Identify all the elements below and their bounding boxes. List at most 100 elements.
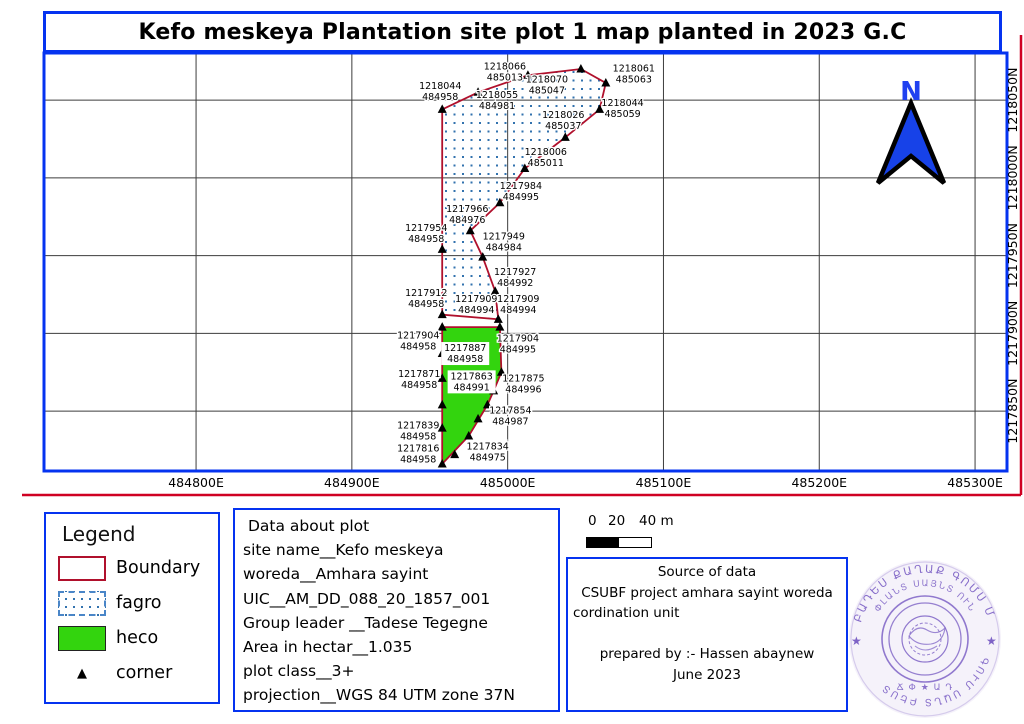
legend-item-fagro: fagro bbox=[58, 590, 206, 616]
svg-text:485011: 485011 bbox=[528, 158, 564, 169]
source-of-data-box: Source of data CSUBF project amhara sayi… bbox=[566, 557, 848, 712]
svg-text:1217909: 1217909 bbox=[455, 294, 497, 305]
northing-label: 1218050N bbox=[1005, 68, 1020, 133]
legend-item-heco: heco bbox=[58, 625, 206, 651]
stamp-emblem bbox=[908, 626, 946, 645]
plot-data-line: Data about plot bbox=[243, 517, 370, 535]
corner-marker-icon bbox=[490, 286, 500, 295]
svg-text:1217839: 1217839 bbox=[397, 421, 439, 432]
plot-data-line: Area in hectar__1.035 bbox=[243, 638, 413, 657]
map-frame bbox=[42, 51, 1009, 473]
svg-text:484992: 484992 bbox=[497, 278, 533, 289]
northing-label: 1217900N bbox=[1005, 301, 1020, 366]
svg-text:484976: 484976 bbox=[449, 215, 485, 226]
fagro-swatch-icon bbox=[58, 590, 106, 616]
svg-text:1218044: 1218044 bbox=[419, 81, 461, 92]
svg-text:484981: 484981 bbox=[479, 101, 515, 112]
source-line: prepared by :- Hassen abaynew bbox=[599, 646, 815, 663]
corner-marker-icon bbox=[482, 399, 492, 409]
svg-text:484958: 484958 bbox=[400, 454, 436, 465]
plot-data-line: plot class__3+ bbox=[243, 662, 355, 681]
svg-text:1218044: 1218044 bbox=[601, 98, 643, 109]
north-arrow-icon: N bbox=[875, 77, 947, 185]
svg-text:1217904: 1217904 bbox=[497, 334, 539, 345]
ink-stamp: ԲԱԴԵՍ ՔԱՂԱՔ ԳՈՄՍ ՄԵՍՔԵՆ ՓԼԱՆՏ ՍԱՅՆՏ ՈՒՆԻ… bbox=[845, 556, 1001, 718]
legend-item-label: corner bbox=[116, 663, 173, 683]
corner-marker-icon bbox=[437, 373, 447, 382]
boundary-swatch-icon bbox=[58, 555, 106, 581]
legend-item-label: fagro bbox=[116, 593, 162, 613]
svg-text:1217909: 1217909 bbox=[497, 294, 539, 305]
svg-text:485063: 485063 bbox=[616, 74, 652, 85]
plot-data-line: projection__WGS 84 UTM zone 37N bbox=[243, 686, 515, 705]
heco-swatch-icon bbox=[58, 625, 106, 651]
scale-bar: 0 20 40 m bbox=[584, 513, 704, 557]
svg-text:484994: 484994 bbox=[458, 305, 494, 316]
corner-marker-icon bbox=[437, 244, 447, 253]
svg-text:484975: 484975 bbox=[470, 452, 506, 463]
svg-text:484991: 484991 bbox=[454, 382, 490, 393]
corner-marker-icon bbox=[473, 87, 483, 96]
corner-marker-icon bbox=[576, 63, 586, 73]
corner-marker-icon bbox=[496, 367, 506, 376]
easting-label: 485000E bbox=[480, 475, 536, 490]
corner-marker-icon bbox=[437, 322, 447, 331]
plot-data-line: woreda__Amhara sayint bbox=[243, 565, 429, 584]
plot-data-line: site name__Kefo meskeya bbox=[243, 541, 444, 560]
svg-text:1218006: 1218006 bbox=[525, 147, 567, 158]
plot-data-box: Data about plot site name__Kefo meskeya … bbox=[233, 508, 560, 712]
stamp-star-icon: ★ bbox=[986, 634, 997, 648]
corner-marker-icon bbox=[464, 430, 474, 440]
svg-text:1217875: 1217875 bbox=[502, 374, 544, 385]
svg-text:1217927: 1217927 bbox=[494, 267, 536, 278]
svg-text:1218055: 1218055 bbox=[476, 90, 518, 101]
corner-marker-icon bbox=[601, 77, 611, 87]
corner-marker-icon bbox=[450, 449, 460, 459]
map-title-box: Kefo meskeya Plantation site plot 1 map … bbox=[43, 11, 1002, 53]
svg-text:1217966: 1217966 bbox=[446, 204, 488, 215]
easting-label: 484900E bbox=[324, 475, 380, 490]
svg-text:N: N bbox=[900, 77, 922, 107]
svg-text:1217984: 1217984 bbox=[500, 181, 542, 192]
svg-text:1217954: 1217954 bbox=[405, 223, 447, 234]
svg-text:1217854: 1217854 bbox=[489, 405, 531, 416]
svg-text:1217863: 1217863 bbox=[450, 371, 492, 382]
svg-text:484958: 484958 bbox=[401, 380, 437, 391]
corner-marker-icon bbox=[493, 314, 503, 323]
stamp-inner-text: Ճ Փ ★ Ա Դ bbox=[897, 683, 953, 693]
legend-item-corner: ▲ corner bbox=[58, 660, 206, 686]
svg-text:485047: 485047 bbox=[529, 85, 565, 96]
corner-marker-icon bbox=[437, 104, 447, 113]
corner-marker-icon bbox=[520, 163, 530, 172]
corner-marker-icon: ▲ bbox=[77, 665, 87, 681]
svg-text:485013: 485013 bbox=[487, 73, 523, 84]
svg-text:484958: 484958 bbox=[447, 354, 483, 365]
corner-marker-icon bbox=[495, 322, 505, 331]
legend-item-boundary: Boundary bbox=[58, 555, 206, 581]
source-line bbox=[573, 624, 841, 645]
easting-label: 484800E bbox=[168, 475, 224, 490]
source-line: Source of data bbox=[657, 564, 757, 580]
corner-marker-icon bbox=[595, 104, 605, 113]
